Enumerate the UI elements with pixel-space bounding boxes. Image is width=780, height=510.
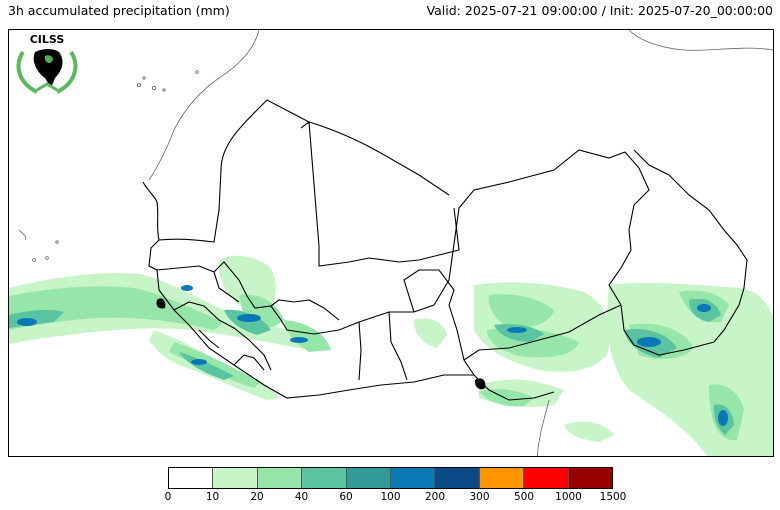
colorbar-tick-label: 20 bbox=[250, 491, 264, 503]
colorbar-tick-label: 200 bbox=[424, 491, 446, 503]
country-borders bbox=[142, 99, 748, 401]
rain-moderate-areas bbox=[9, 286, 744, 441]
colorbar-tick-label: 60 bbox=[339, 491, 353, 503]
colorbar-ticks: 0 10 20 40 60 100 200 300 500 1000 1500 bbox=[164, 491, 627, 507]
colorbar-cell bbox=[524, 468, 569, 488]
colorbar-cell bbox=[479, 468, 525, 488]
colorbar-cell bbox=[391, 468, 436, 488]
colorbar-cell bbox=[568, 468, 613, 488]
coastlines bbox=[18, 30, 773, 456]
map-title: 3h accumulated precipitation (mm) bbox=[8, 3, 230, 18]
valid-init-time: Valid: 2025-07-21 09:00:00 / Init: 2025-… bbox=[426, 3, 773, 18]
colorbar-tick-label: 100 bbox=[380, 491, 401, 503]
colorbar-tick-label: 1500 bbox=[599, 491, 627, 503]
colorbar-cell bbox=[169, 468, 214, 488]
coast-detail bbox=[156, 298, 486, 390]
colorbar-tick-label: 0 bbox=[164, 491, 172, 503]
colorbar-cell bbox=[435, 468, 480, 488]
map-panel: CILSS bbox=[8, 29, 774, 457]
colorbar-cell bbox=[213, 468, 258, 488]
colorbar bbox=[168, 467, 613, 489]
colorbar-tick-label: 10 bbox=[205, 491, 220, 503]
colorbar-cell bbox=[346, 468, 392, 488]
cilss-logo: CILSS bbox=[16, 33, 78, 94]
rain-very-heavy-cells bbox=[17, 285, 728, 426]
colorbar-cell bbox=[257, 468, 303, 488]
colorbar-tick-label: 40 bbox=[294, 491, 309, 503]
logo-text: CILSS bbox=[30, 33, 65, 46]
colorbar-cell bbox=[302, 468, 347, 488]
colorbar-tick-label: 1000 bbox=[555, 491, 582, 503]
colorbar-tick-label: 300 bbox=[469, 491, 490, 503]
precipitation-map bbox=[9, 30, 773, 456]
colorbar-tick-label: 500 bbox=[513, 491, 535, 503]
